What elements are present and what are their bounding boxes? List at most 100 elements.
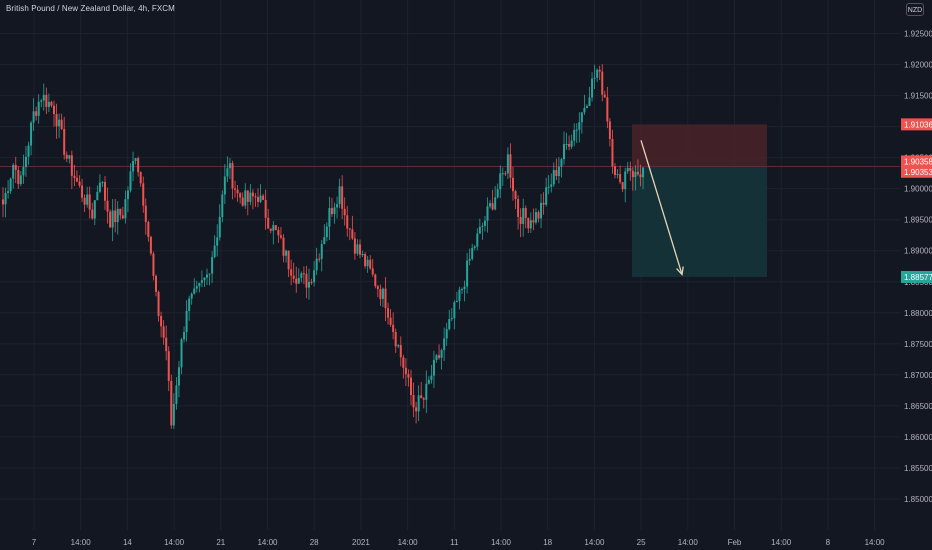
candle-body [639,174,642,178]
projection-arrow[interactable] [640,140,684,276]
candle [642,166,645,190]
candle [369,255,372,270]
x-tick-label: 18 [543,538,552,547]
candle-body [17,169,20,185]
candle-body [47,101,50,107]
x-tick-label: 14:00 [491,538,512,547]
candle [427,376,430,385]
candle [165,325,168,361]
y-tick-label: 1.89000 [904,247,932,256]
candle [591,72,594,102]
candle [175,377,178,410]
candle [453,300,456,330]
candle-body [585,105,588,109]
candle [455,291,458,303]
candle [149,235,152,256]
candle-body [45,94,48,107]
candle-body [608,121,611,139]
candle-body [448,319,451,330]
candle [313,261,316,287]
candle-body [32,111,35,123]
candle [371,259,374,277]
price-axis[interactable]: 1.925001.920001.915001.910001.905001.900… [904,30,932,504]
candle [415,401,418,424]
candle-body [381,288,384,299]
symbol-title[interactable]: British Pound / New Zealand Dollar, 4h, … [6,4,175,13]
candle-body [35,111,38,116]
candle-body [356,244,359,254]
stop-loss-zone[interactable] [632,124,767,167]
candle [636,159,639,176]
candle [407,369,410,387]
time-axis[interactable]: 7 14:00 14 14:00 21 14:00 28 2021 14:00 11 14:00 18… [32,538,885,547]
candle-body [491,203,494,210]
candle-body [468,259,471,261]
candle [144,198,147,235]
candle-body [98,182,101,192]
candle [624,167,627,203]
y-tick-label: 1.90000 [904,185,932,194]
candle-body [537,212,540,219]
candle-body [272,225,275,231]
x-tick-label: 8 [826,538,831,547]
candle [568,135,571,151]
candle-body [172,403,175,426]
candle-body [481,225,484,227]
candle [614,163,616,179]
candle [458,286,461,310]
candle-body [509,154,512,178]
candle [53,100,55,127]
candle-body [522,208,525,224]
candle-body [603,94,606,98]
take-profit-zone[interactable] [632,166,767,277]
candle-body [616,174,619,176]
candle [155,274,157,297]
candle-body [514,191,517,200]
candle [274,224,277,231]
candle [514,189,517,210]
candle-body [27,145,30,157]
candle [323,224,326,245]
candle [328,196,331,241]
candle-body [241,197,244,206]
candle [91,202,94,220]
y-tick-label: 1.85500 [904,464,932,473]
candle-body [626,167,629,172]
x-tick-label: 2021 [352,538,370,547]
position-tool[interactable] [632,124,767,277]
candle-body [583,108,586,113]
candle [580,111,583,134]
candle [417,385,420,422]
candle [320,239,323,272]
candle-body [489,203,492,207]
candle-body [91,209,94,219]
candle [14,156,17,184]
candle-body [305,273,308,288]
candle-body [499,173,502,190]
candle-body [542,202,545,205]
candle-body [157,291,160,317]
candle [399,336,402,367]
candle [425,370,428,414]
x-tick-label: 11 [450,538,459,547]
candle-body [126,190,129,200]
candle [611,129,614,174]
candle [254,193,257,207]
currency-badge[interactable]: NZD [906,3,924,16]
x-tick-label: 14:00 [865,538,886,547]
candle-body [598,69,601,72]
candle-body [81,185,84,198]
candle [555,158,558,181]
candle-body [450,318,453,320]
candle [540,194,543,229]
candle-body [407,374,410,378]
candle-body [142,183,145,206]
candle-body [65,154,68,159]
price-tag-current [901,155,932,168]
y-tick-label: 1.87000 [904,371,932,380]
candle [180,337,183,375]
candle [443,327,446,362]
candle [231,160,234,200]
candle [264,189,267,230]
